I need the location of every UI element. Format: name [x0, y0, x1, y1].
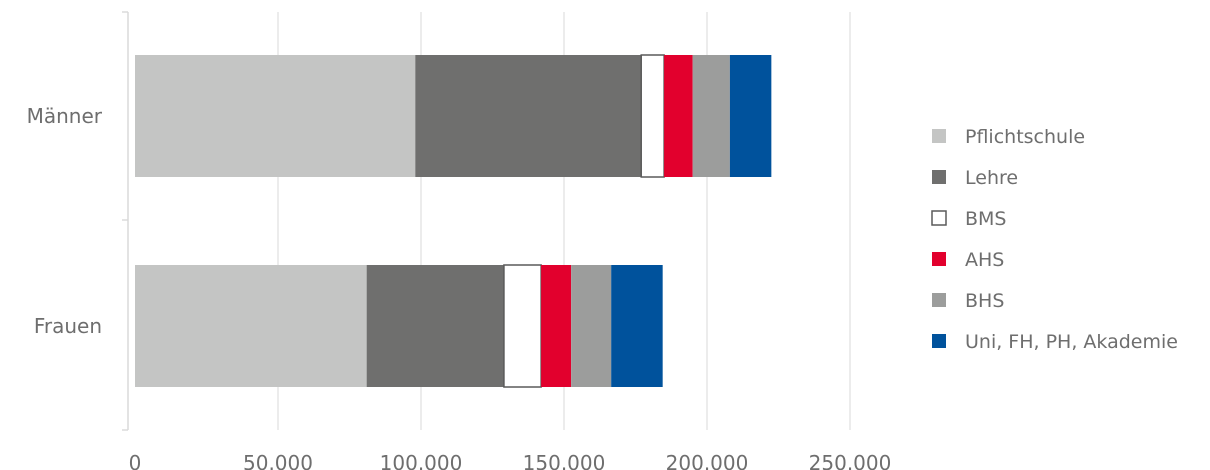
bar-männer-lehre [415, 55, 642, 177]
bar-frauen-lehre [366, 265, 504, 387]
bar-frauen-ahs [541, 265, 572, 387]
x-tick-label-3: 150.000 [523, 451, 606, 470]
bar-männer-ahs [664, 55, 693, 177]
x-tick-label-1: 50.000 [243, 451, 313, 470]
legend-label-1: Lehre [965, 167, 1018, 189]
legend-label-3: AHS [965, 249, 1004, 271]
legend-swatch-1 [932, 170, 946, 184]
y-axis [122, 11, 129, 431]
x-tick-label-5: 250.000 [809, 451, 892, 470]
bar-frauen-uni-fh-ph-akademie [611, 265, 663, 387]
x-tick-labels: 0 50.000 100.000 150.000 200.000 250.000 [129, 451, 892, 470]
legend: Pflichtschule Lehre BMS AHS BHS Uni, FH, PH, … [931, 126, 1178, 353]
bar-frauen-pflichtschule [135, 265, 367, 387]
bar-männer-uni-fh-ph-akademie [729, 55, 772, 177]
legend-label-4: BHS [965, 290, 1004, 312]
bar-frauen-bms [503, 264, 542, 388]
legend-swatch-0 [932, 129, 946, 143]
legend-swatch-4 [932, 293, 946, 307]
x-tick-label-0: 0 [129, 451, 142, 470]
x-tick-label-2: 100.000 [380, 451, 463, 470]
bars [135, 54, 772, 388]
bar-männer-bhs [692, 55, 730, 177]
bar-männer-bms [640, 54, 665, 178]
legend-label-2: BMS [965, 208, 1007, 230]
legend-swatch-2 [931, 210, 947, 226]
category-label-1: Frauen [34, 314, 102, 338]
legend-label-0: Pflichtschule [965, 126, 1085, 148]
category-label-0: Männer [27, 104, 103, 128]
legend-label-5: Uni, FH, PH, Akademie [965, 331, 1178, 353]
bar-männer-pflichtschule [135, 55, 416, 177]
x-tick-label-4: 200.000 [666, 451, 749, 470]
category-labels: Männer Frauen [27, 104, 103, 338]
legend-swatch-5 [932, 334, 946, 348]
bar-frauen-bhs [571, 265, 612, 387]
legend-swatch-3 [932, 252, 946, 266]
